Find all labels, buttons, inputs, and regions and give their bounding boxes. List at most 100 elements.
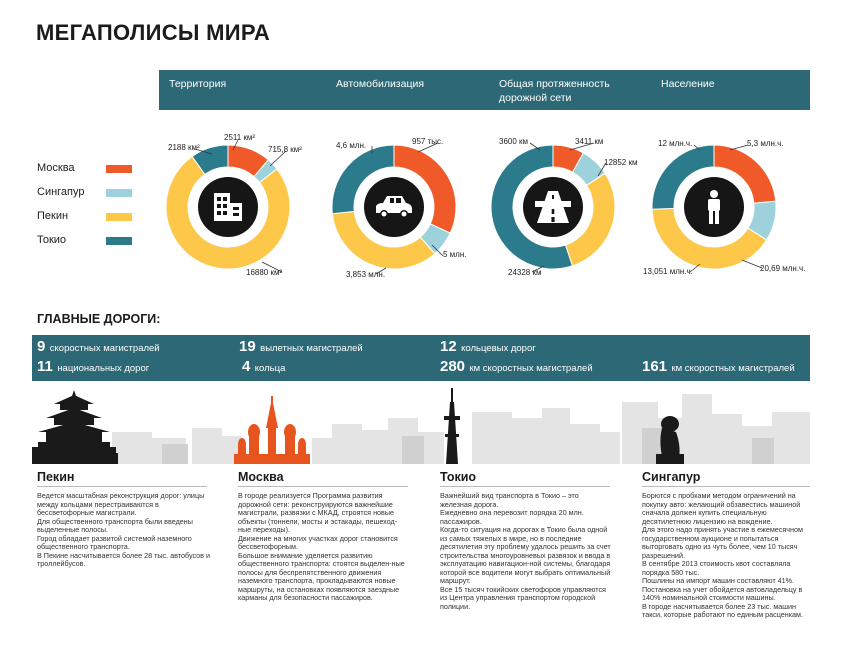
city-paragraph: Ежедневно она перевозит порядка 20 млн. … — [440, 508, 584, 526]
city-paragraph: В Пекине насчитывается более 28 тыс. авт… — [37, 550, 210, 568]
population-moscow-label: 12 млн.ч. — [658, 139, 693, 148]
label-leader-line — [431, 244, 444, 257]
city-paragraph: В сентябре 2013 стоимость квот составлял… — [642, 559, 791, 577]
category-territory: Территория — [169, 78, 227, 90]
label-leader-line — [693, 144, 701, 151]
label-leader-line — [529, 142, 541, 151]
city-divider — [440, 486, 610, 487]
city-paragraph: Большое внимание уделяется развитию обще… — [238, 550, 405, 602]
legend-swatch-singapore — [106, 189, 132, 197]
road-stat-number: 12 — [440, 338, 457, 355]
city-paragraph: В городе насчитывается более 23 тыс. маш… — [642, 601, 803, 619]
road-stat-beijing-1: 9 скоростных магистралей — [37, 338, 160, 356]
roads-tokyo-label: 24328 км — [508, 268, 542, 277]
motorization-singapore-label: 957 тыс. — [412, 137, 444, 146]
legend-swatch-tokyo — [106, 237, 132, 245]
roads-singapore-label: 3411 км — [575, 137, 604, 146]
city-paragraph: Борются с пробками методом ограничений н… — [642, 491, 801, 526]
legend-swatch-beijing — [106, 213, 132, 221]
label-leader-line — [729, 144, 749, 151]
label-leader-line — [261, 261, 283, 273]
road-stat-number: 19 — [239, 338, 256, 355]
tokyo-skytree-icon — [444, 388, 460, 464]
motorization-beijing-label: 5 млн. — [443, 250, 467, 259]
background-buildings — [112, 394, 810, 464]
road-stat-tokyo-2: 280 км скоростных магистралей — [440, 358, 593, 376]
building-icon — [214, 193, 242, 221]
label-leader-line — [569, 142, 595, 151]
road-stat-number: 4 — [242, 358, 251, 375]
mid-buildings — [162, 428, 774, 464]
label-leader-line — [417, 142, 439, 153]
person-icon — [708, 190, 720, 224]
city-paragraph: Пошлины на импорт машин составляют 41%. — [642, 576, 795, 585]
main-roads-bar: 9 скоростных магистралей 11 национальных… — [32, 335, 810, 381]
merlion-icon — [656, 416, 684, 464]
territory-singapore-label: 715,8 км² — [268, 145, 302, 154]
territory-beijing-label: 16880 км² — [246, 268, 283, 277]
category-road-network: Общая протяженность дорожной сети — [499, 78, 610, 104]
label-leader-line — [597, 162, 607, 177]
road-stat-text: вылетных магистралей — [260, 343, 363, 354]
legend-swatch-moscow — [106, 165, 132, 173]
city-title-moscow: Москва — [238, 470, 284, 484]
category-header-bar: Территория Автомобилизация Общая протяже… — [159, 70, 810, 110]
city-divider — [642, 486, 810, 487]
legend-label-moscow: Москва — [37, 162, 75, 174]
legend-label-singapore: Сингапур — [37, 186, 85, 198]
territory-tokyo-label: 2188 км² — [168, 143, 200, 152]
road-stat-text: национальных дорог — [57, 363, 150, 374]
category-population: Население — [661, 78, 715, 90]
roads-moscow-label: 3600 км — [499, 137, 529, 146]
city-title-tokyo: Токио — [440, 470, 477, 484]
city-paragraph: Движение на многих участках дорог станов… — [238, 533, 398, 551]
page-title: МЕГАПОЛИСЫ МИРА — [36, 20, 271, 45]
city-title-beijing: Пекин — [37, 470, 75, 484]
donut-charts — [165, 139, 777, 275]
car-icon — [376, 196, 412, 218]
label-leader-line — [741, 259, 763, 269]
label-leader-line — [194, 148, 213, 155]
road-stat-text: кольца — [254, 363, 286, 374]
motorization-moscow-label: 4,6 млн. — [336, 141, 367, 150]
population-tokyo-label: 13,051 млн.ч. — [643, 267, 693, 276]
road-stat-beijing-2: 11 национальных дорог — [37, 358, 149, 376]
city-paragraph: Важнейший вид транспорта в Токио – это ж… — [440, 491, 579, 509]
population-beijing-label: 20,69 млн.ч. — [760, 264, 806, 273]
label-leader-line — [232, 139, 239, 151]
population-singapore-label: 5,3 млн.ч. — [747, 139, 784, 148]
road-stat-text: км скоростных магистралей — [469, 363, 593, 374]
city-paragraph: Для общественного транспорта были введен… — [37, 516, 193, 534]
city-description-singapore: Борются с пробками методом ограничений н… — [642, 491, 814, 620]
legend-label-tokyo: Токио — [37, 234, 67, 246]
label-leader-line — [531, 265, 545, 273]
road-stat-number: 11 — [37, 358, 53, 375]
city-description-moscow: В городе реализуется Программа развития … — [238, 491, 410, 603]
road-stat-number: 280 — [440, 358, 466, 375]
road-stat-moscow-1: 19 вылетных магистралей — [239, 338, 363, 356]
legend-label-beijing: Пекин — [37, 210, 69, 222]
city-title-singapore: Сингапур — [642, 470, 701, 484]
road-stat-text: скоростных магистралей — [49, 343, 160, 354]
main-roads-title: ГЛАВНЫЕ ДОРОГИ: — [37, 312, 161, 326]
territory-moscow-label: 2511 км² — [224, 133, 256, 142]
city-divider — [238, 486, 408, 487]
road-stat-text: км скоростных магистралей — [671, 363, 795, 374]
road-stat-moscow-2: 4 кольца — [242, 358, 285, 376]
saint-basils-cathedral-icon — [234, 396, 310, 464]
city-paragraph: Город обладает развитой системой наземно… — [37, 533, 192, 551]
road-icon — [535, 191, 571, 223]
label-leader-line — [269, 150, 287, 167]
city-paragraph: Для этого надо принять участие в ежемеся… — [642, 525, 803, 560]
city-skyline-illustration — [32, 388, 810, 464]
temple-of-heaven-icon — [32, 390, 118, 464]
city-divider — [37, 486, 207, 487]
road-stat-number: 9 — [37, 338, 46, 355]
road-stat-tokyo-1: 12 кольцевых дорог — [440, 338, 536, 356]
category-motorization: Автомобилизация — [336, 78, 425, 90]
roads-beijing-label: 12852 км — [604, 158, 638, 167]
city-paragraph: В городе реализуется Программа развития … — [238, 491, 398, 534]
city-paragraph: Ведется масштабная реконструкция дорог: … — [37, 491, 205, 517]
road-stat-singapore-1: 161 км скоростных магистралей — [642, 358, 795, 376]
road-stat-number: 161 — [642, 358, 668, 375]
